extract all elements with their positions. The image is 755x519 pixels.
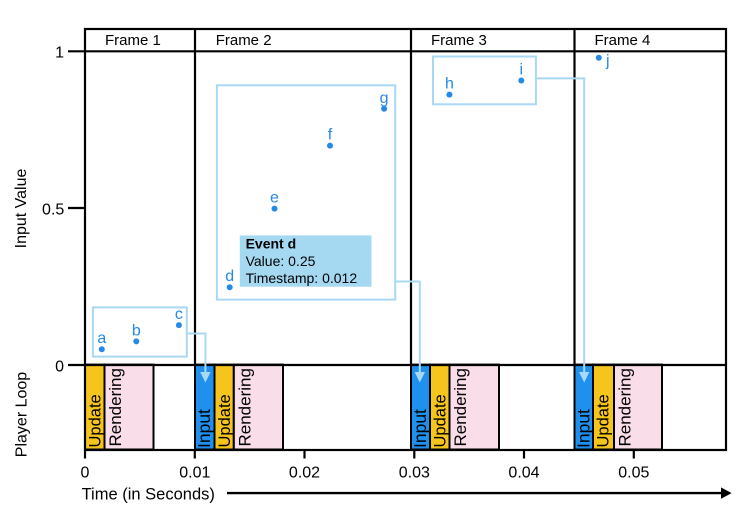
svg-text:Value: 0.25: Value: 0.25 xyxy=(246,253,316,269)
svg-text:0.02: 0.02 xyxy=(289,465,320,482)
svg-text:0.01: 0.01 xyxy=(179,465,210,482)
svg-text:Input: Input xyxy=(194,409,214,448)
svg-text:0: 0 xyxy=(81,465,90,482)
svg-text:Frame 1: Frame 1 xyxy=(105,32,161,49)
svg-text:Rendering: Rendering xyxy=(235,368,254,446)
svg-text:Frame 4: Frame 4 xyxy=(595,32,651,49)
svg-text:Update: Update xyxy=(431,394,449,447)
svg-text:b: b xyxy=(132,322,141,339)
svg-text:Frame 2: Frame 2 xyxy=(216,32,272,49)
svg-text:f: f xyxy=(328,127,333,144)
svg-text:Event d: Event d xyxy=(246,236,297,252)
svg-text:Frame 3: Frame 3 xyxy=(431,32,487,49)
svg-text:g: g xyxy=(380,90,389,107)
svg-text:Timestamp: 0.012: Timestamp: 0.012 xyxy=(246,270,358,286)
svg-text:h: h xyxy=(445,76,454,93)
svg-text:0.03: 0.03 xyxy=(399,465,430,482)
svg-text:d: d xyxy=(225,268,234,285)
svg-text:Player Loop: Player Loop xyxy=(14,372,31,457)
svg-text:Input Value: Input Value xyxy=(13,169,30,249)
svg-text:0.04: 0.04 xyxy=(508,465,539,482)
svg-text:Rendering: Rendering xyxy=(451,368,470,446)
svg-text:0: 0 xyxy=(55,358,64,375)
svg-text:Input: Input xyxy=(410,409,430,448)
svg-text:Update: Update xyxy=(86,394,104,447)
svg-text:j: j xyxy=(605,52,610,69)
svg-text:Input: Input xyxy=(573,409,593,448)
svg-text:0.5: 0.5 xyxy=(42,202,64,219)
svg-text:c: c xyxy=(175,306,183,323)
svg-text:1: 1 xyxy=(55,44,64,61)
svg-text:Update: Update xyxy=(216,394,234,447)
svg-text:Rendering: Rendering xyxy=(106,368,125,446)
svg-text:e: e xyxy=(270,190,279,207)
svg-text:0.05: 0.05 xyxy=(618,465,649,482)
svg-text:a: a xyxy=(97,330,106,347)
svg-text:Update: Update xyxy=(594,394,612,447)
svg-text:Time (in Seconds): Time (in Seconds) xyxy=(82,486,215,504)
svg-text:i: i xyxy=(520,62,524,79)
svg-text:Rendering: Rendering xyxy=(616,368,635,446)
